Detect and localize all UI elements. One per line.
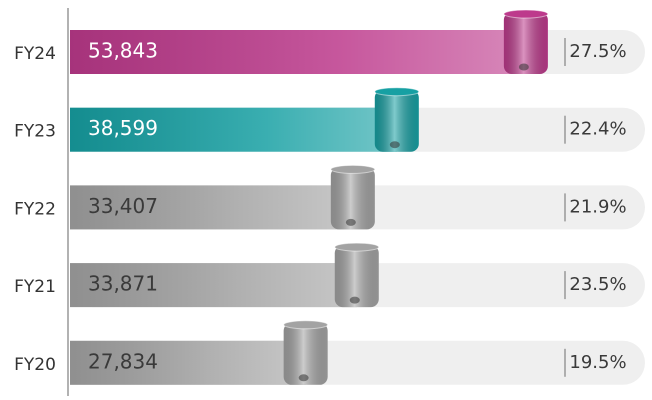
share-label: 27.5%: [569, 41, 626, 62]
value-label: 27,834: [88, 349, 158, 373]
scroll-roll-end: [519, 64, 529, 71]
scroll-roll-end: [346, 219, 356, 226]
share-label: 21.9%: [569, 196, 626, 217]
scroll-roll-top: [331, 165, 375, 173]
chart: FY24 53,843 27.5% FY23 38,599 22.4% FY22 33,407…: [0, 0, 652, 400]
value-label: 38,599: [88, 116, 158, 140]
category-label: FY24: [14, 44, 56, 64]
scroll-roll-end: [390, 141, 400, 148]
share-label: 22.4%: [569, 119, 626, 140]
category-label: FY20: [14, 355, 56, 375]
scroll-roll-end: [350, 297, 360, 304]
category-label: FY22: [14, 199, 56, 219]
scroll-roll-top: [284, 321, 328, 329]
value-label: 53,843: [88, 39, 158, 63]
value-label: 33,871: [88, 272, 158, 296]
share-label: 19.5%: [569, 352, 626, 373]
category-label: FY21: [14, 277, 56, 297]
scroll-roll-top: [375, 88, 419, 96]
category-label: FY23: [14, 122, 56, 142]
scroll-roll-top: [335, 243, 379, 251]
scroll-roll-top: [504, 10, 548, 18]
scroll-roll-end: [299, 374, 309, 381]
value-label: 33,407: [88, 194, 158, 218]
share-label: 23.5%: [569, 274, 626, 295]
